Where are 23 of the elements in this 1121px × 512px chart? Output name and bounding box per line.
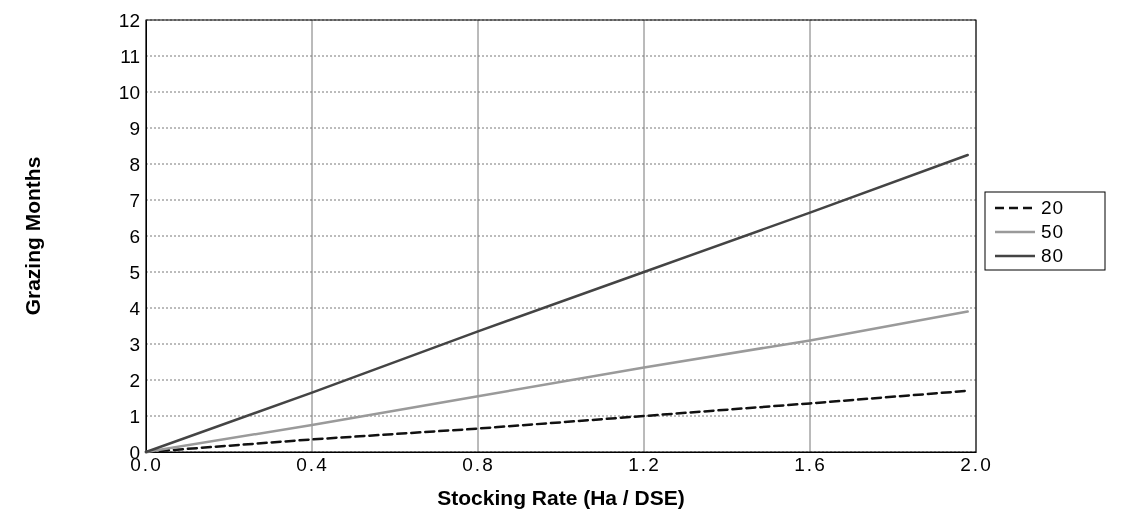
x-tick-label: 1.6	[794, 454, 827, 476]
legend-label: 80	[1041, 245, 1065, 266]
y-tick-label: 5	[129, 261, 140, 283]
y-tick-label: 1	[129, 405, 140, 427]
x-tick-label: 0.4	[296, 454, 329, 476]
line-series	[144, 153, 969, 454]
y-tick-label: 3	[129, 333, 140, 355]
legend-label: 50	[1041, 221, 1065, 242]
y-tick-label: 9	[129, 117, 140, 139]
y-tick-label: 12	[118, 9, 140, 31]
x-tick-label: 0.8	[462, 454, 495, 476]
y-tick-label: 4	[129, 297, 141, 319]
y-tick-label: 10	[118, 81, 140, 103]
y-axis-title: Grazing Months	[21, 156, 44, 316]
y-tick-label: 2	[129, 369, 140, 391]
y-tick-label: 11	[120, 45, 140, 67]
y-tick-label: 8	[129, 153, 140, 175]
legend-label: 20	[1041, 197, 1065, 218]
y-tick-label: 6	[129, 225, 140, 247]
x-axis-title: Stocking Rate (Ha / DSE)	[437, 486, 685, 509]
y-tick-label: 7	[129, 189, 140, 211]
x-tick-label: 1.2	[628, 454, 661, 476]
x-tick-label: 2.0	[960, 454, 993, 476]
